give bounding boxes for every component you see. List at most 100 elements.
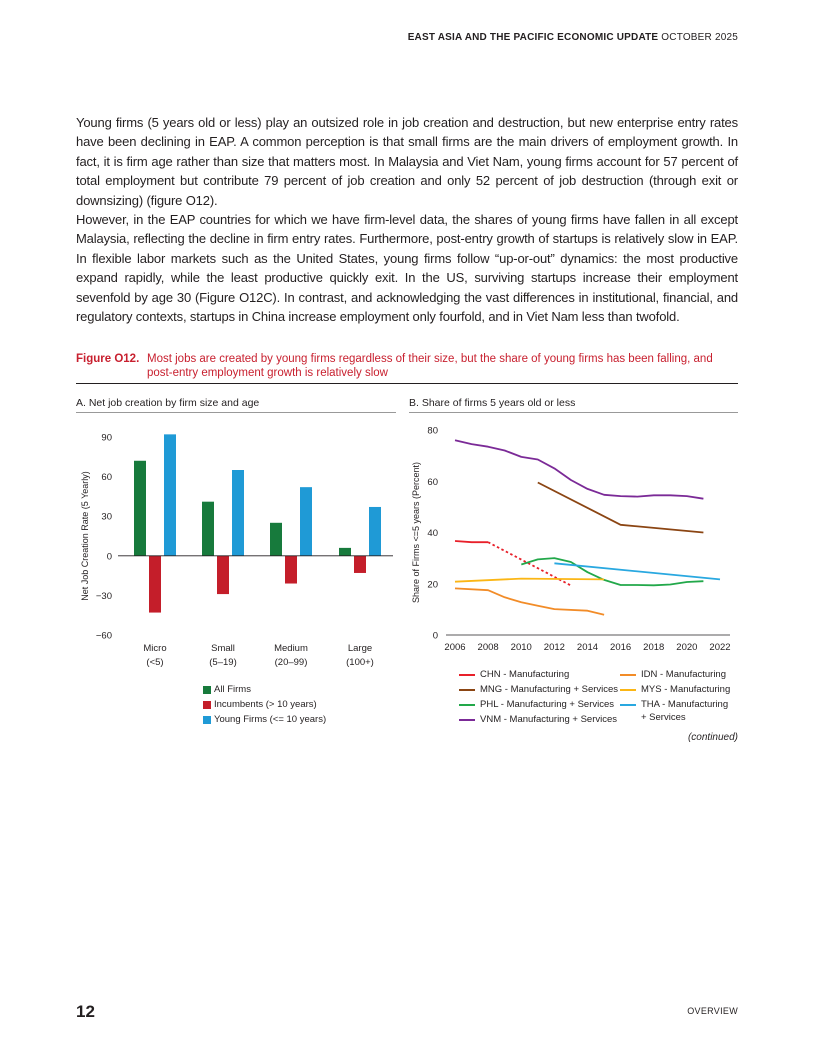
legend-line [620,689,636,691]
body-paragraph: However, in the EAP countries for which … [76,212,738,325]
legend-line [459,689,475,691]
y-tick-label: 60 [427,477,438,488]
section-name: OVERVIEW [687,1006,738,1016]
legend-swatch [203,700,211,709]
header-date: OCTOBER 2025 [661,32,738,43]
legend-item: PHL - Manufacturing + Services [459,698,629,711]
y-tick-label: 20 [427,579,438,590]
legend-line [459,704,475,706]
y-tick-label: 30 [101,512,112,523]
bar [270,522,282,556]
legend-item: Young Firms (<= 10 years) [203,712,326,727]
legend-swatch [203,715,211,724]
x-tick-label: 2010 [511,642,532,653]
bar [164,434,176,556]
x-tick-label: 2012 [544,642,565,653]
series-line-vnm [454,439,704,500]
bar [217,555,229,595]
y-tick-label: −60 [96,631,112,642]
legend-label: Incumbents (> 10 years) [214,699,317,710]
legend-item: CHN - Manufacturing [459,668,629,681]
y-tick-label: 0 [433,631,438,642]
figure-caption: Most jobs are created by young firms reg… [147,353,713,379]
legend-label: MNG - Manufacturing + Services [480,684,619,695]
x-tick-label: 2014 [577,642,598,653]
legend-line [459,719,475,721]
continued-note: (continued) [687,732,738,743]
x-tick-label: 2022 [709,642,730,653]
x-tick-label: 2006 [444,642,465,653]
legend-swatch [203,685,211,694]
x-tick-label: (100+) [346,657,374,668]
legend-label: VNM - Manufacturing + Services [480,714,618,725]
legend-item: IDN - Manufacturing [620,668,735,681]
header-title: EAST ASIA AND THE PACIFIC ECONOMIC UPDAT… [407,32,659,43]
chart-b-legend-left: CHN - Manufacturing MNG - Manufacturing … [459,668,629,728]
series-line-mng [537,481,704,534]
legend-item: VNM - Manufacturing + Services [459,713,629,726]
y-axis-label: Net Job Creation Rate (5 Yearly) [80,471,90,601]
page-number: 12 [76,1002,95,1021]
series-line-chn [454,540,489,544]
y-axis-label: Share of Firms <=5 years (Percent) [411,462,421,603]
legend-label: IDN - Manufacturing [641,669,727,680]
series-line-phl [521,557,704,587]
figure-label: Figure O12. [76,353,140,365]
y-tick-label: 0 [107,551,112,562]
panel-a-title: A. Net job creation by firm size and age [76,397,260,409]
legend-line [620,704,636,706]
panel-a-rule [76,412,396,413]
y-tick-label: 80 [427,426,438,437]
y-tick-label: 40 [427,528,438,539]
body-paragraph: Young firms (5 years old or less) play a… [76,115,738,208]
bar [354,555,366,573]
legend-label: MYS - Manufacturing [641,684,731,695]
x-tick-label: (20–99) [275,657,308,668]
bar [300,487,312,556]
legend-item: MYS - Manufacturing [620,683,735,696]
bar [285,555,297,584]
legend-line [459,674,475,676]
legend-item: Incumbents (> 10 years) [203,697,326,712]
bar [232,470,244,556]
x-tick-label: 2016 [610,642,631,653]
legend-label: Young Firms (<= 10 years) [214,714,327,725]
x-tick-label: 2020 [676,642,697,653]
x-tick-label: Small [211,643,235,654]
running-header: EAST ASIA AND THE PACIFIC ECONOMIC UPDAT… [408,32,738,43]
panel-b-rule [409,412,738,413]
y-tick-label: 60 [101,472,112,483]
y-tick-label: −30 [96,591,112,602]
x-tick-label: Large [348,643,372,654]
bar [202,501,214,556]
series-line-mys [454,577,605,583]
x-tick-label: 2008 [478,642,499,653]
bar [134,460,146,556]
figure-rule [76,383,738,384]
legend-label: PHL - Manufacturing + Services [480,699,615,710]
series-line-idn [454,587,605,616]
legend-item: All Firms [203,682,326,697]
x-tick-label: Micro [143,643,166,654]
bar [149,555,161,613]
legend-item: THA - Manufacturing + Services [620,698,735,724]
bar [369,506,381,556]
series-line-tha [554,562,721,581]
x-tick-label: Medium [274,643,308,654]
panel-b-title: B. Share of firms 5 years old or less [409,397,576,409]
legend-item: MNG - Manufacturing + Services [459,683,629,696]
y-tick-label: 90 [101,433,112,444]
series-line-chn [487,541,572,587]
legend-line [620,674,636,676]
legend-label: THA - Manufacturing + Services [641,699,729,723]
legend-label: All Firms [214,684,251,695]
bar [339,547,351,556]
figure-title: Figure O12. Most jobs are created by you… [76,352,738,380]
chart-a-legend: All Firms Incumbents (> 10 years) Young … [203,682,326,727]
chart-b-legend-right: IDN - Manufacturing MYS - Manufacturing … [620,668,735,726]
legend-label: CHN - Manufacturing [480,669,570,680]
x-tick-label: (5–19) [209,657,236,668]
